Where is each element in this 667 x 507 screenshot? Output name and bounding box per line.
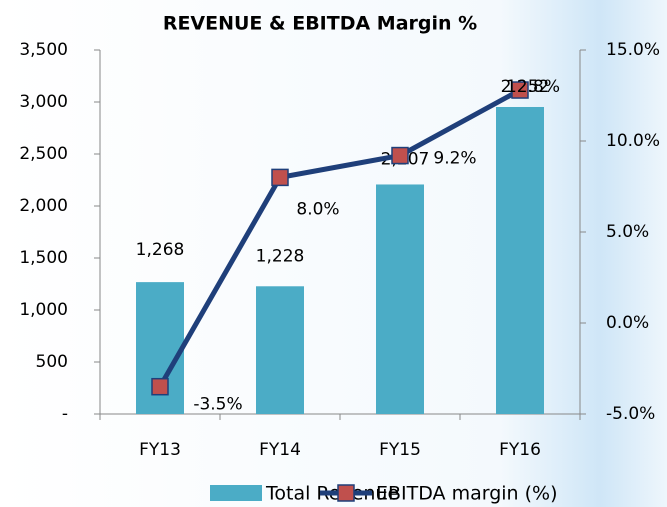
y-tick-label: 1,000 [19,300,68,320]
x-tick-label: FY14 [259,440,301,460]
line-label: -3.5% [193,395,242,415]
marker [511,81,529,99]
legend-swatch [210,485,262,501]
marker [391,146,409,165]
marker [271,168,289,187]
y2-tick-label: 15.0% [606,40,660,60]
bar-label: 1,228 [256,246,305,266]
y2-tick-label: 10.0% [606,131,660,151]
y-tick-label: 3,500 [19,40,68,60]
bar-label: 1,268 [136,240,185,260]
legend-label: EBITDA margin (%) [376,483,558,505]
bar [376,184,424,414]
x-tick-label: FY15 [379,440,421,460]
line [157,87,522,388]
marker [151,377,169,396]
bar [256,286,304,414]
bar [496,106,544,414]
y2-tick-label: 0.0% [606,313,649,333]
y-tick-label: 3,000 [19,92,68,112]
y-tick-label: - [62,404,68,424]
y2-tick-label: 5.0% [606,222,649,242]
y-tick-label: 2,500 [19,144,68,164]
line-label: 8.0% [296,199,339,219]
x-tick-label: FY16 [499,440,541,460]
y-tick-label: 500 [36,352,68,372]
line-label: 9.2% [433,149,476,169]
y-tick-label: 2,000 [19,196,68,216]
x-tick-label: FY13 [139,440,181,460]
chart-title: REVENUE & EBITDA Margin % [163,13,477,35]
y2-tick-label: -5.0% [606,404,655,424]
line-label: 12.8% [506,77,560,97]
y-tick-label: 1,500 [19,248,68,268]
legend-marker [337,484,355,502]
